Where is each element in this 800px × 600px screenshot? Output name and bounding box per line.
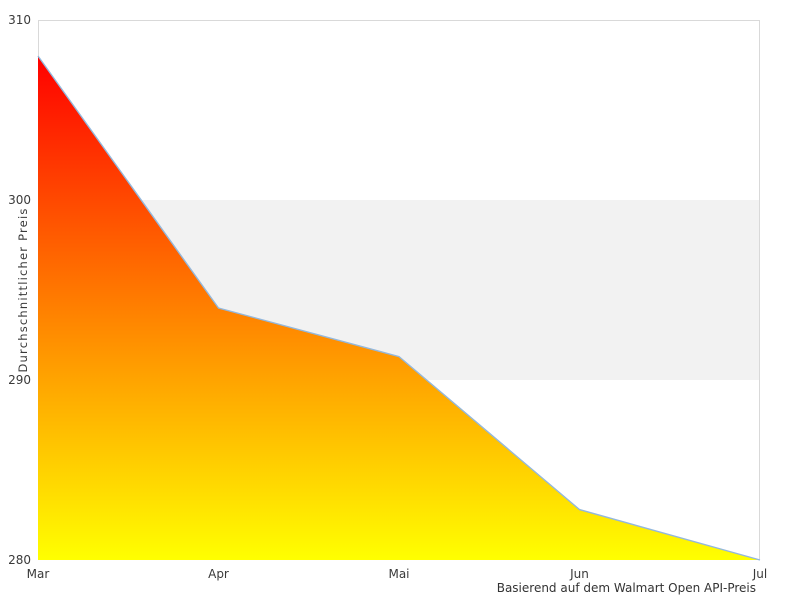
- x-tick-label: Jul: [752, 567, 767, 581]
- x-axis-ticks: Mar Apr Mai Jun Jul: [27, 567, 768, 581]
- y-tick-label: 310: [8, 13, 31, 27]
- x-tick-label: Mai: [388, 567, 409, 581]
- x-tick-label: Mar: [27, 567, 50, 581]
- price-line: [37, 55, 761, 561]
- y-axis-ticks: 310 300 290 280: [8, 13, 31, 567]
- area-fill: [38, 56, 760, 560]
- x-tick-label: Apr: [208, 567, 229, 581]
- y-tick-label: 290: [8, 373, 31, 387]
- x-axis-caption: Basierend auf dem Walmart Open API-Preis: [497, 581, 756, 595]
- y-axis-label: Durchschnittlicher Preis: [16, 207, 30, 372]
- x-tick-label: Jun: [569, 567, 589, 581]
- y-tick-label: 300: [8, 193, 31, 207]
- y-tick-label: 280: [8, 553, 31, 567]
